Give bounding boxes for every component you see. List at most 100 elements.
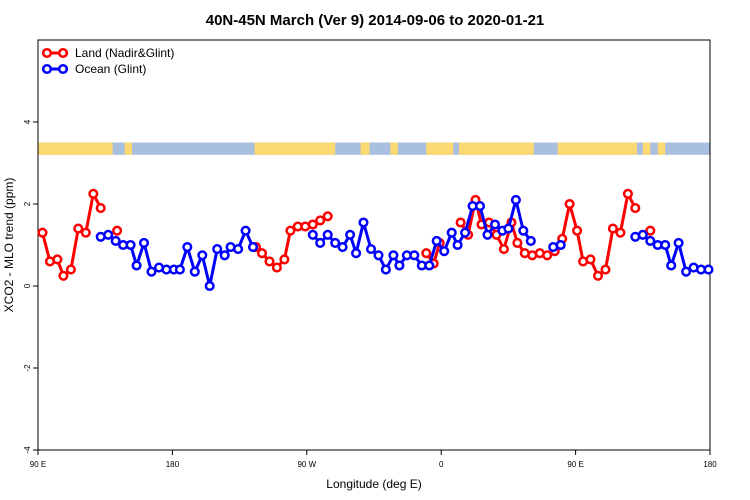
- data-point: [189, 266, 200, 277]
- data-point: [204, 280, 215, 292]
- data-point: [394, 260, 405, 271]
- data-point: [58, 270, 69, 281]
- data-point: [279, 254, 290, 265]
- x-tick-label: 90 E: [567, 460, 583, 469]
- data-point: [315, 215, 326, 226]
- data-point: [247, 242, 259, 253]
- y-tick-label: 4: [23, 119, 32, 124]
- data-point: [518, 225, 529, 236]
- data-point: [197, 250, 208, 261]
- data-point: [637, 229, 648, 240]
- data-point: [88, 188, 99, 199]
- legend-marker-ocean: [41, 63, 53, 75]
- data-point: [307, 229, 318, 240]
- legend-marker-land-2: [57, 47, 69, 59]
- data-point: [615, 227, 626, 238]
- data-point: [73, 223, 84, 234]
- data-point: [645, 235, 656, 246]
- land-band-segment: [459, 142, 534, 155]
- data-point: [446, 227, 457, 238]
- x-axis-label: Longitude (deg E): [326, 477, 421, 491]
- data-point: [345, 229, 356, 240]
- ocean-band: [38, 142, 710, 155]
- chart-title: 40N-45N March (Ver 9) 2014-09-06 to 2020…: [206, 12, 545, 29]
- data-point: [510, 194, 521, 205]
- data-point: [512, 237, 523, 248]
- data-point: [351, 248, 362, 259]
- data-point: [666, 260, 677, 271]
- data-point: [409, 250, 420, 261]
- land-band-segment: [124, 142, 133, 155]
- data-point: [322, 229, 333, 240]
- y-axis: -4 -2 0 2 4: [23, 119, 38, 454]
- data-point: [315, 237, 326, 248]
- data-point: [703, 264, 714, 275]
- land-band-segment: [38, 142, 113, 155]
- data-point: [125, 239, 136, 251]
- data-point: [65, 264, 76, 275]
- y-tick-label: 2: [23, 201, 32, 206]
- data-point: [146, 266, 157, 277]
- x-tick-label: 90 W: [297, 460, 316, 469]
- x-tick-label: 180: [166, 460, 180, 469]
- land-band-segment: [254, 142, 336, 155]
- data-point: [482, 229, 493, 240]
- y-tick-label: -2: [23, 364, 32, 372]
- data-point: [474, 201, 486, 212]
- data-point: [271, 262, 282, 273]
- data-point: [112, 225, 123, 236]
- data-point: [585, 254, 596, 265]
- data-point: [645, 225, 656, 236]
- data-point: [285, 225, 296, 236]
- data-point: [256, 248, 268, 259]
- data-point: [307, 219, 318, 230]
- legend-item-ocean: Ocean (Glint): [41, 62, 146, 76]
- data-point: [174, 264, 185, 275]
- data-point: [52, 254, 63, 265]
- data-point: [555, 239, 566, 251]
- data-point: [233, 244, 244, 255]
- data-point: [460, 227, 471, 238]
- data-point: [424, 260, 435, 271]
- data-point: [80, 227, 91, 238]
- data-point: [572, 225, 583, 236]
- data-point: [503, 223, 514, 234]
- data-point: [373, 250, 384, 261]
- data-point: [131, 260, 142, 271]
- data-point: [322, 211, 333, 222]
- data-point: [240, 225, 251, 236]
- data-point: [103, 229, 114, 240]
- land-band-segment: [657, 142, 666, 155]
- data-point: [498, 244, 509, 255]
- data-point: [95, 203, 106, 214]
- data-point: [622, 188, 633, 199]
- legend-marker-ocean-2: [57, 63, 69, 75]
- data-point: [388, 250, 399, 261]
- y-tick-label: -4: [23, 446, 32, 454]
- data-point: [110, 235, 121, 246]
- data-point: [138, 237, 150, 248]
- data-point: [380, 264, 391, 275]
- series-land: [37, 188, 656, 281]
- x-axis: 90 E 180 90 W 0 90 E 180: [30, 450, 717, 469]
- plot-frame: [37, 39, 711, 451]
- data-point: [264, 256, 275, 267]
- legend: Land (Nadir&Glint) Ocean (Glint): [41, 46, 174, 76]
- data-point: [182, 242, 193, 253]
- series-line: [100, 229, 255, 288]
- land-ocean-bar: [38, 142, 710, 155]
- data-point: [660, 239, 671, 251]
- data-point: [607, 223, 618, 234]
- y-tick-label: 0: [23, 283, 32, 288]
- data-point: [592, 270, 604, 281]
- land-band-segment: [426, 142, 454, 155]
- data-point: [439, 246, 450, 257]
- data-point: [455, 217, 466, 228]
- data-point: [330, 237, 341, 248]
- data-point: [37, 227, 48, 238]
- data-point: [681, 266, 692, 277]
- land-band-segment: [557, 142, 637, 155]
- data-point: [564, 198, 575, 210]
- legend-item-land: Land (Nadir&Glint): [41, 46, 174, 60]
